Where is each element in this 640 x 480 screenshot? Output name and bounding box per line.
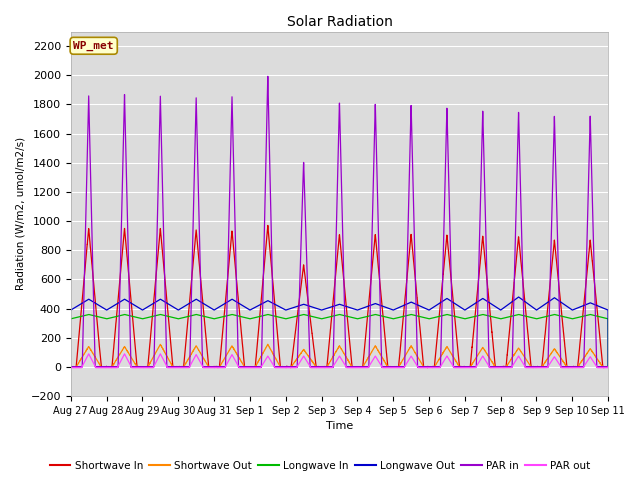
Longwave Out [604,364,612,370]
Title: Solar Radiation: Solar Radiation [287,15,392,29]
Longwave Out [515,294,522,300]
Line: PAR out: PAR out [71,354,608,368]
PAR out [460,365,467,371]
PAR in [460,364,467,370]
Shortwave In [250,364,257,370]
Shortwave In [460,364,467,370]
Legend: Shortwave In, Shortwave Out, Longwave In, Longwave Out, PAR in, PAR out: Shortwave In, Shortwave Out, Longwave In… [45,456,595,475]
Shortwave Out [264,341,271,347]
Shortwave Out [604,364,612,370]
PAR out [582,361,589,367]
Shortwave Out [67,364,75,370]
PAR out [475,360,483,365]
Longwave Out [250,305,257,311]
Shortwave In [475,275,483,280]
Shortwave Out [582,353,589,359]
Shortwave In [600,365,607,371]
PAR in [575,364,583,370]
Shortwave In [321,364,329,370]
Line: PAR in: PAR in [71,76,608,367]
Shortwave Out [250,364,257,370]
Longwave In [604,364,612,370]
PAR in [604,364,612,370]
PAR out [67,365,75,371]
PAR out [321,365,329,371]
Shortwave In [604,364,612,370]
PAR in [67,364,75,370]
Shortwave In [67,364,75,370]
PAR out [604,364,612,370]
Longwave In [460,316,467,322]
PAR in [600,364,607,370]
PAR in [321,364,329,370]
PAR in [264,73,271,79]
Shortwave Out [321,364,329,370]
Longwave In [321,315,329,321]
Line: Longwave In: Longwave In [71,314,608,367]
Longwave Out [582,302,589,308]
PAR out [250,365,257,371]
Y-axis label: Radiation (W/m2, umol/m2/s): Radiation (W/m2, umol/m2/s) [15,137,25,290]
Line: Longwave Out: Longwave Out [71,297,608,367]
Line: Shortwave Out: Shortwave Out [71,344,608,367]
Longwave Out [321,306,329,312]
Longwave In [67,316,75,322]
Line: Shortwave In: Shortwave In [71,226,608,368]
X-axis label: Time: Time [326,421,353,432]
Shortwave In [575,351,583,357]
Longwave Out [67,307,75,313]
Shortwave In [264,223,271,228]
Longwave In [586,312,594,317]
Shortwave Out [600,364,607,370]
PAR in [475,265,483,271]
Text: WP_met: WP_met [74,41,114,51]
Longwave Out [460,306,467,312]
PAR out [85,351,93,357]
Shortwave Out [460,364,467,370]
Shortwave Out [575,362,583,368]
PAR in [250,364,257,370]
Shortwave Out [475,350,483,356]
Longwave In [575,314,582,320]
PAR in [582,293,589,299]
PAR out [575,365,583,371]
Longwave In [475,312,483,318]
Longwave Out [475,298,483,304]
Shortwave In [582,284,589,290]
Longwave In [250,315,257,321]
Longwave In [582,313,589,319]
Longwave Out [575,304,583,310]
